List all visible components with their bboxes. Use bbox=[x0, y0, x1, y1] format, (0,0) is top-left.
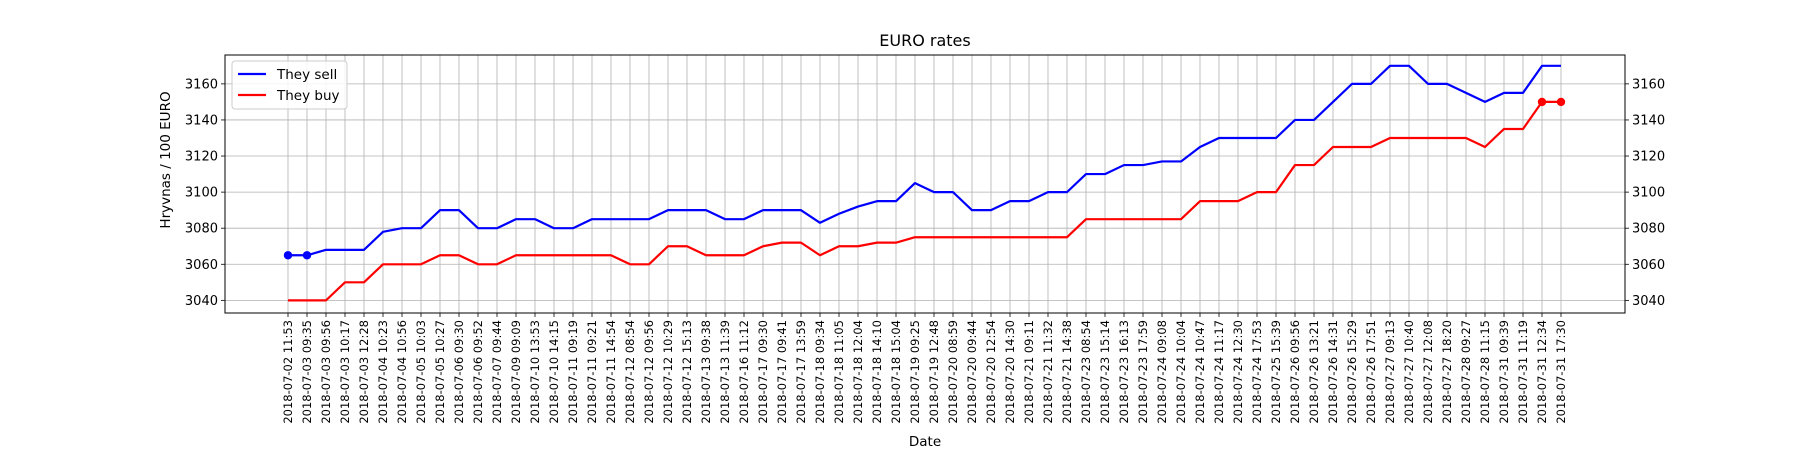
y-tick-label-right: 3100 bbox=[1632, 186, 1665, 201]
series-marker bbox=[1537, 97, 1547, 107]
x-tick-label: 2018-07-23 16:13 bbox=[1117, 320, 1131, 424]
y-tick-label-left: 3060 bbox=[185, 258, 218, 273]
series-line-they-sell bbox=[288, 64, 1561, 257]
x-tick-label: 2018-07-26 14:31 bbox=[1326, 320, 1340, 424]
x-tick-label: 2018-07-17 09:30 bbox=[756, 320, 770, 424]
x-tick-label: 2018-07-18 14:10 bbox=[870, 320, 884, 424]
x-tick-label: 2018-07-03 12:28 bbox=[357, 320, 371, 424]
x-tick-label: 2018-07-26 17:51 bbox=[1364, 320, 1378, 424]
series-marker bbox=[1556, 97, 1566, 107]
x-tick-label: 2018-07-31 12:34 bbox=[1535, 320, 1549, 424]
y-tick-label-right: 3060 bbox=[1632, 258, 1665, 273]
x-tick-label: 2018-07-13 09:38 bbox=[699, 320, 713, 424]
x-tick-label: 2018-07-20 12:54 bbox=[984, 320, 998, 424]
x-tick-label: 2018-07-20 09:44 bbox=[965, 320, 979, 424]
plot-frame bbox=[224, 54, 1626, 314]
y-tick-label-left: 3040 bbox=[185, 294, 218, 309]
legend-label: They sell bbox=[276, 67, 337, 83]
y-tick-label-right: 3120 bbox=[1632, 150, 1665, 165]
x-tick-label: 2018-07-05 10:03 bbox=[414, 320, 428, 424]
y-tick-label-right: 3080 bbox=[1632, 222, 1665, 237]
y-axis-label: Hryvnas / 100 EURO bbox=[158, 91, 174, 228]
x-tick-label: 2018-07-17 09:41 bbox=[775, 320, 789, 424]
x-tick-label: 2018-07-02 11:53 bbox=[281, 320, 295, 424]
series-line-they-buy bbox=[288, 100, 1561, 302]
x-tick-label: 2018-07-13 11:39 bbox=[718, 320, 732, 424]
x-tick-label: 2018-07-03 09:35 bbox=[300, 320, 314, 424]
x-tick-label: 2018-07-21 09:11 bbox=[1022, 320, 1036, 424]
legend: They sell They buy bbox=[231, 60, 348, 110]
x-tick-label: 2018-07-26 13:21 bbox=[1307, 320, 1321, 424]
series-marker bbox=[283, 251, 293, 260]
x-tick-label: 2018-07-24 10:04 bbox=[1174, 320, 1188, 424]
x-tick-label: 2018-07-11 14:54 bbox=[604, 320, 618, 424]
x-tick-label: 2018-07-21 11:32 bbox=[1041, 320, 1055, 424]
x-tick-label: 2018-07-23 08:54 bbox=[1079, 320, 1093, 424]
y-tick-label-left: 3080 bbox=[185, 222, 218, 237]
x-tick-label: 2018-07-25 15:39 bbox=[1269, 320, 1283, 424]
x-tick-label: 2018-07-05 10:27 bbox=[433, 320, 447, 424]
x-tick-label: 2018-07-09 09:09 bbox=[509, 320, 523, 424]
x-tick-label: 2018-07-12 08:54 bbox=[623, 320, 637, 424]
y-tick-label-right: 3040 bbox=[1632, 294, 1665, 309]
series-layer bbox=[283, 64, 1566, 302]
x-tick-label: 2018-07-03 10:17 bbox=[338, 320, 352, 424]
x-tick-label: 2018-07-11 09:19 bbox=[566, 320, 580, 424]
x-tick-label: 2018-07-06 09:52 bbox=[471, 320, 485, 424]
x-tick-label: 2018-07-28 11:15 bbox=[1478, 320, 1492, 424]
x-tick-label: 2018-07-24 10:47 bbox=[1193, 320, 1207, 424]
x-tick-label: 2018-07-31 17:30 bbox=[1554, 320, 1568, 424]
axes: 2018-07-02 11:53 2018-07-03 09:35 2018-07-… bbox=[185, 54, 1665, 424]
x-tick-label: 2018-07-31 09:39 bbox=[1497, 320, 1511, 424]
y-tick-label-left: 3160 bbox=[185, 77, 218, 92]
x-tick-label: 2018-07-18 11:05 bbox=[832, 320, 846, 424]
x-tick-label: 2018-07-12 15:13 bbox=[680, 320, 694, 424]
x-tick-label: 2018-07-31 11:19 bbox=[1516, 320, 1530, 424]
x-tick-label: 2018-07-06 09:30 bbox=[452, 320, 466, 424]
y-tick-label-right: 3140 bbox=[1632, 113, 1665, 128]
x-tick-label: 2018-07-19 12:48 bbox=[927, 320, 941, 424]
series-marker bbox=[302, 251, 312, 260]
x-tick-label: 2018-07-28 09:27 bbox=[1459, 320, 1473, 424]
x-tick-label: 2018-07-18 12:04 bbox=[851, 320, 865, 424]
x-tick-label: 2018-07-27 09:13 bbox=[1383, 320, 1397, 424]
x-tick-label: 2018-07-24 12:30 bbox=[1231, 320, 1245, 424]
x-tick-label: 2018-07-27 18:20 bbox=[1440, 320, 1454, 424]
x-tick-label: 2018-07-19 09:25 bbox=[908, 320, 922, 424]
x-tick-label: 2018-07-26 15:29 bbox=[1345, 320, 1359, 424]
x-tick-label: 2018-07-04 10:23 bbox=[376, 320, 390, 424]
x-tick-label: 2018-07-26 09:56 bbox=[1288, 320, 1302, 424]
y-tick-label-right: 3160 bbox=[1632, 77, 1665, 92]
x-tick-label: 2018-07-20 08:59 bbox=[946, 320, 960, 424]
x-tick-label: 2018-07-16 11:12 bbox=[737, 320, 751, 424]
x-tick-label: 2018-07-17 13:59 bbox=[794, 320, 808, 424]
x-axis-label: Date bbox=[909, 434, 941, 450]
x-tick-label: 2018-07-18 15:04 bbox=[889, 320, 903, 424]
x-tick-label: 2018-07-27 10:40 bbox=[1402, 320, 1416, 424]
x-tick-label: 2018-07-10 14:15 bbox=[547, 320, 561, 424]
x-tick-label: 2018-07-24 17:53 bbox=[1250, 320, 1264, 424]
x-tick-label: 2018-07-12 10:29 bbox=[661, 320, 675, 424]
x-tick-label: 2018-07-04 10:56 bbox=[395, 320, 409, 424]
x-tick-label: 2018-07-24 09:08 bbox=[1155, 320, 1169, 424]
x-tick-label: 2018-07-03 09:56 bbox=[319, 320, 333, 424]
x-tick-label: 2018-07-23 15:14 bbox=[1098, 320, 1112, 424]
x-tick-label: 2018-07-10 13:53 bbox=[528, 320, 542, 424]
x-tick-label: 2018-07-11 09:21 bbox=[585, 320, 599, 424]
x-tick-label: 2018-07-23 17:59 bbox=[1136, 320, 1150, 424]
x-tick-label: 2018-07-24 11:17 bbox=[1212, 320, 1226, 424]
x-tick-label: 2018-07-21 14:38 bbox=[1060, 320, 1074, 424]
chart-title: EURO rates bbox=[879, 31, 970, 50]
x-tick-label: 2018-07-12 09:56 bbox=[642, 320, 656, 424]
x-tick-label: 2018-07-20 14:30 bbox=[1003, 320, 1017, 424]
legend-label: They buy bbox=[276, 88, 340, 104]
x-tick-label: 2018-07-07 09:44 bbox=[490, 320, 504, 424]
y-tick-label-left: 3120 bbox=[185, 150, 218, 165]
y-tick-label-left: 3100 bbox=[185, 186, 218, 201]
y-tick-label-left: 3140 bbox=[185, 113, 218, 128]
x-tick-label: 2018-07-27 12:08 bbox=[1421, 320, 1435, 424]
x-tick-label: 2018-07-18 09:34 bbox=[813, 320, 827, 424]
